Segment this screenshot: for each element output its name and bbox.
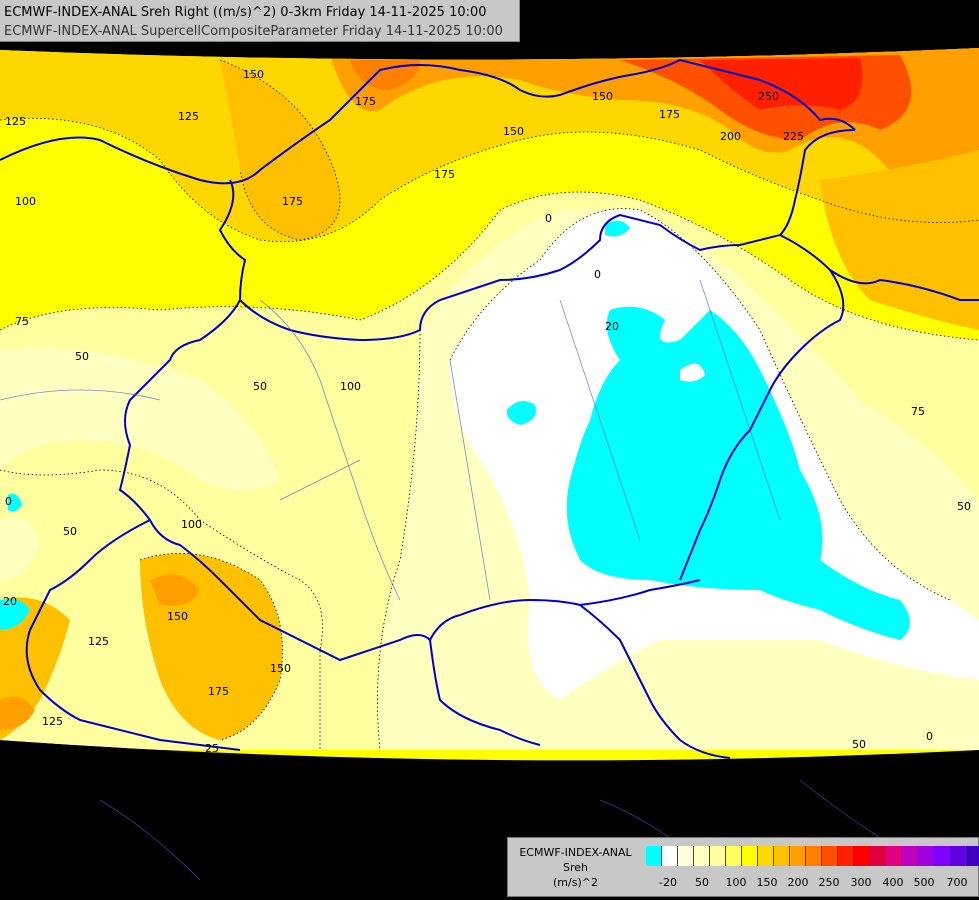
legend-swatch [710,846,726,866]
legend-swatch [806,846,822,866]
contour-label: 150 [243,68,264,81]
contour-label: 50 [253,380,267,393]
contour-label: 125 [178,110,199,123]
legend-tick-label: 300 [850,876,872,889]
contour-label: 125 [88,635,109,648]
legend-tick-label: 100 [725,876,747,889]
contour-lines [0,59,979,751]
contour-label: 0 [594,268,601,281]
legend-tick-label: 200 [787,876,809,889]
contour-label: 50 [852,738,866,751]
contour-label: 75 [911,405,925,418]
contour-label: 50 [63,525,77,538]
contour-label: 150 [592,90,613,103]
contour-label: 20 [3,595,17,608]
legend-swatch [902,846,918,866]
contour-label: 0 [926,730,933,743]
contour-label: 50 [957,500,971,513]
contour-label: 125 [42,715,63,728]
legend-tick-label: 700 [946,876,968,889]
contour-label: 175 [434,168,455,181]
legend-tick-label: -20 [659,876,677,889]
legend-swatch [950,846,966,866]
legend-tick-label: 250 [818,876,840,889]
legend-title: ECMWF-INDEX-ANAL Sreh (m/s)^2 [508,845,643,890]
legend-swatch [870,846,886,866]
legend-swatch [854,846,870,866]
contour-label: 100 [181,518,202,531]
rivers [0,279,901,881]
sreh-field [0,48,979,761]
header-line-2: ECMWF-INDEX-ANAL SupercellCompositeParam… [4,24,503,39]
legend-colorbar [646,846,979,866]
legend-swatch [694,846,710,866]
legend-units: (m/s)^2 [553,876,598,889]
contour-label: 0 [545,212,552,225]
legend-swatch [758,846,774,866]
legend-model: ECMWF-INDEX-ANAL [519,846,632,859]
contour-label: 100 [340,380,361,393]
contour-label: 250 [758,90,779,103]
legend-swatch [678,846,694,866]
contour-label: 50 [75,350,89,363]
legend-swatch [838,846,854,866]
legend-swatch [726,846,742,866]
contour-label: 0 [5,495,12,508]
contour-label: 200 [720,130,741,143]
legend-tick-label: 500 [913,876,935,889]
legend-swatch [646,846,662,866]
legend-swatch [966,846,979,866]
contour-label: 175 [355,95,376,108]
contour-label: 150 [167,610,188,623]
legend-swatch [918,846,934,866]
legend-swatch [790,846,806,866]
contour-label: 150 [503,125,524,138]
contour-label: 175 [208,685,229,698]
legend-swatch [742,846,758,866]
legend-swatch [822,846,838,866]
contour-label-group: 150 175 125 125 175 150 250 225 150 175 … [3,68,971,755]
legend-swatch [934,846,950,866]
contour-label: 150 [270,662,291,675]
contour-label: 225 [783,130,804,143]
legend-swatch [774,846,790,866]
legend-tick-label: 150 [756,876,778,889]
legend-tick-label: 400 [882,876,904,889]
country-borders [0,58,979,759]
contour-label: 175 [282,195,303,208]
contour-label: 100 [15,195,36,208]
contour-label: 125 [5,115,26,128]
contour-label: 25 [205,742,219,755]
contour-label: 175 [659,108,680,121]
legend-tick-label: 50 [695,876,709,889]
map-header: ECMWF-INDEX-ANAL Sreh Right ((m/s)^2) 0-… [0,0,520,42]
contour-label: 75 [15,315,29,328]
header-line-1: ECMWF-INDEX-ANAL Sreh Right ((m/s)^2) 0-… [4,5,487,20]
legend-ticks: -20 50 100 150 200 250 300 400 500 700 [646,876,976,890]
color-legend: ECMWF-INDEX-ANAL Sreh (m/s)^2 -20 50 100 15… [507,837,979,897]
contour-label: 20 [605,320,619,333]
legend-swatch [886,846,902,866]
legend-swatch [662,846,678,866]
legend-variable: Sreh [562,861,588,874]
